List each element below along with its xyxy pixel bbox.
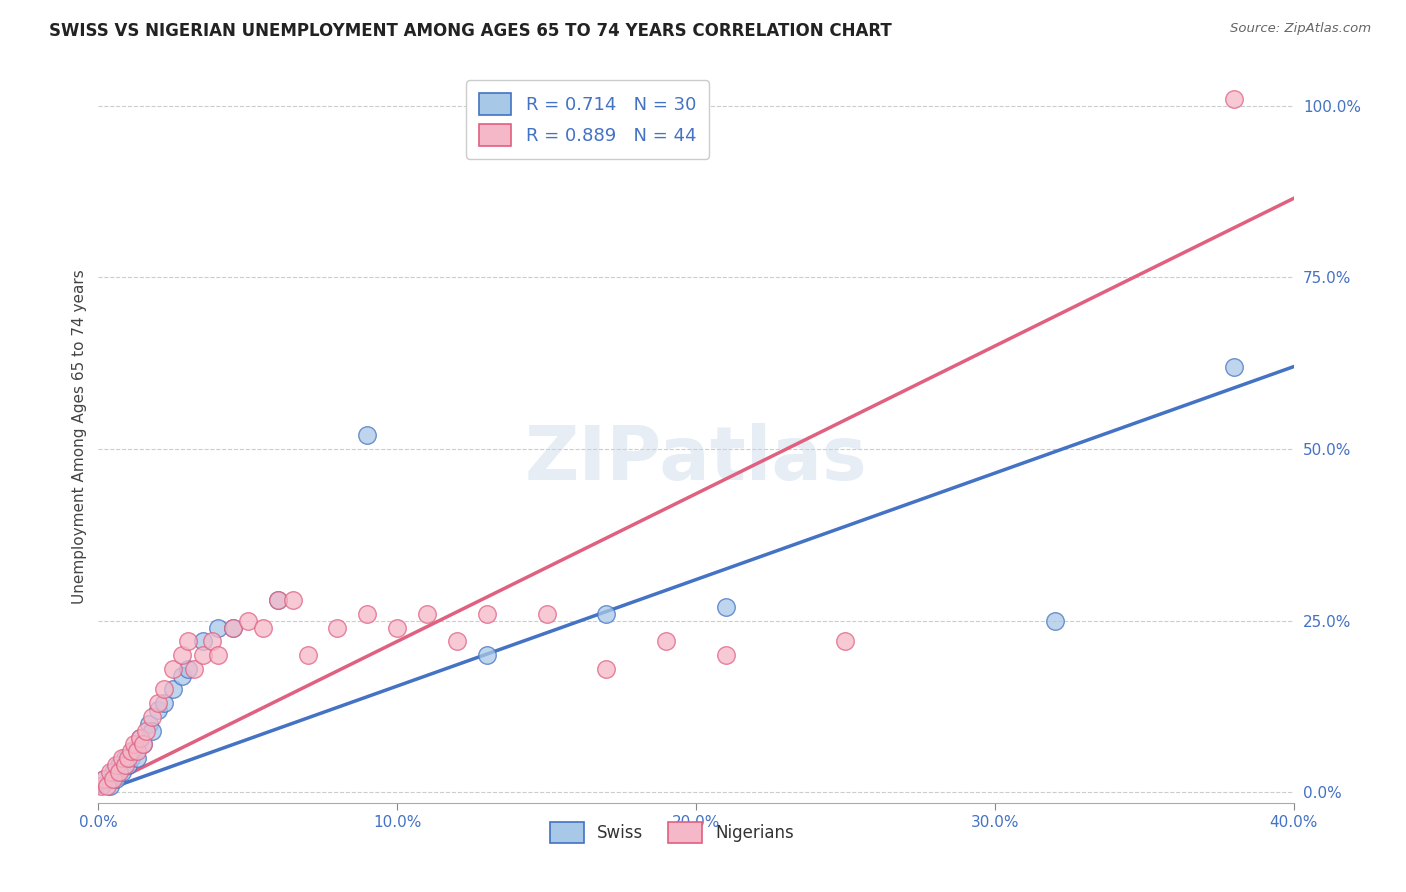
Point [132,738,155,752]
Point [297,648,319,662]
Point [93,772,115,786]
Point [93,772,115,786]
Point [129,731,152,745]
Point [267,593,290,607]
Point [148,703,170,717]
Point [1223,359,1246,374]
Point [132,738,155,752]
Point [105,772,128,786]
Point [1223,92,1246,106]
Point [267,593,290,607]
Point [475,607,498,621]
Point [162,682,184,697]
Point [207,648,229,662]
Point [129,731,152,745]
Legend: Swiss, Nigerians: Swiss, Nigerians [544,815,800,849]
Point [124,738,146,752]
Point [153,696,176,710]
Point [111,764,134,779]
Point [356,428,378,442]
Point [153,682,176,697]
Point [191,648,214,662]
Point [117,751,139,765]
Point [148,696,170,710]
Point [135,723,157,738]
Point [595,607,617,621]
Point [1043,614,1066,628]
Point [183,662,205,676]
Point [595,662,617,676]
Point [326,621,349,635]
Point [114,751,136,765]
Y-axis label: Unemployment Among Ages 65 to 74 years: Unemployment Among Ages 65 to 74 years [72,269,87,605]
Point [138,716,160,731]
Point [172,648,194,662]
Point [834,634,856,648]
Point [103,772,125,786]
Point [191,634,214,648]
Point [222,621,245,635]
Point [177,634,200,648]
Point [714,648,737,662]
Point [141,723,163,738]
Point [98,764,122,779]
Point [120,751,142,765]
Point [127,751,149,765]
Point [108,764,131,779]
Point [108,758,131,772]
Point [103,764,125,779]
Point [475,648,498,662]
Point [98,779,122,793]
Point [201,634,224,648]
Point [281,593,304,607]
Point [141,710,163,724]
Point [114,758,136,772]
Point [446,634,468,648]
Point [252,621,274,635]
Point [120,744,142,758]
Point [172,669,194,683]
Point [105,758,128,772]
Point [714,600,737,615]
Point [416,607,439,621]
Point [124,744,146,758]
Point [207,621,229,635]
Point [96,779,118,793]
Point [177,662,200,676]
Point [655,634,678,648]
Point [222,621,245,635]
Point [385,621,409,635]
Point [536,607,558,621]
Point [236,614,259,628]
Point [162,662,184,676]
Point [127,744,149,758]
Point [356,607,378,621]
Point [117,758,139,772]
Point [90,779,112,793]
Text: Source: ZipAtlas.com: Source: ZipAtlas.com [1230,22,1371,36]
Text: ZIPatlas: ZIPatlas [524,423,868,496]
Text: SWISS VS NIGERIAN UNEMPLOYMENT AMONG AGES 65 TO 74 YEARS CORRELATION CHART: SWISS VS NIGERIAN UNEMPLOYMENT AMONG AGE… [49,22,891,40]
Point [111,751,134,765]
